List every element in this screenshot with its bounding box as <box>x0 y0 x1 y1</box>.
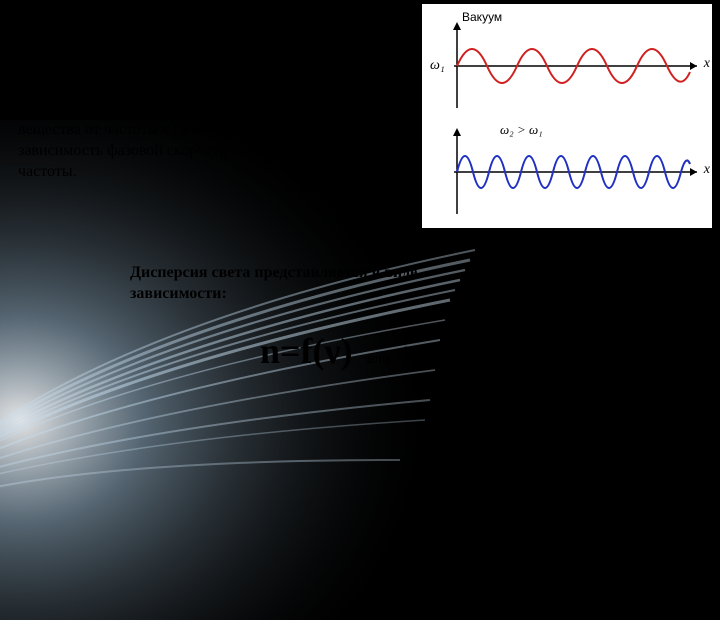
formula-2: n=f(λ) <box>404 331 498 371</box>
representation-text: Дисперсия света представляется в виде за… <box>0 263 440 305</box>
or-word: или <box>356 351 400 367</box>
formula-1: n=f(ν) <box>260 331 353 371</box>
omega1-label: ω₁ <box>430 58 445 74</box>
vacuum-label: Вакуум <box>462 10 502 24</box>
x-label-1: x <box>704 56 710 72</box>
formulas-row: n=f(ν) или n=f(λ) <box>0 330 720 372</box>
wave-diagram: Вакуум ω₁ x ω₂ > ω₁ x <box>422 4 712 228</box>
x-label-2: x <box>704 162 710 178</box>
intro-text: Одним из результатов взаимодействия свет… <box>0 0 400 58</box>
omega2-label: ω₂ > ω₁ <box>500 122 543 138</box>
definition-text: называется зависимость показателя прелом… <box>0 100 400 183</box>
